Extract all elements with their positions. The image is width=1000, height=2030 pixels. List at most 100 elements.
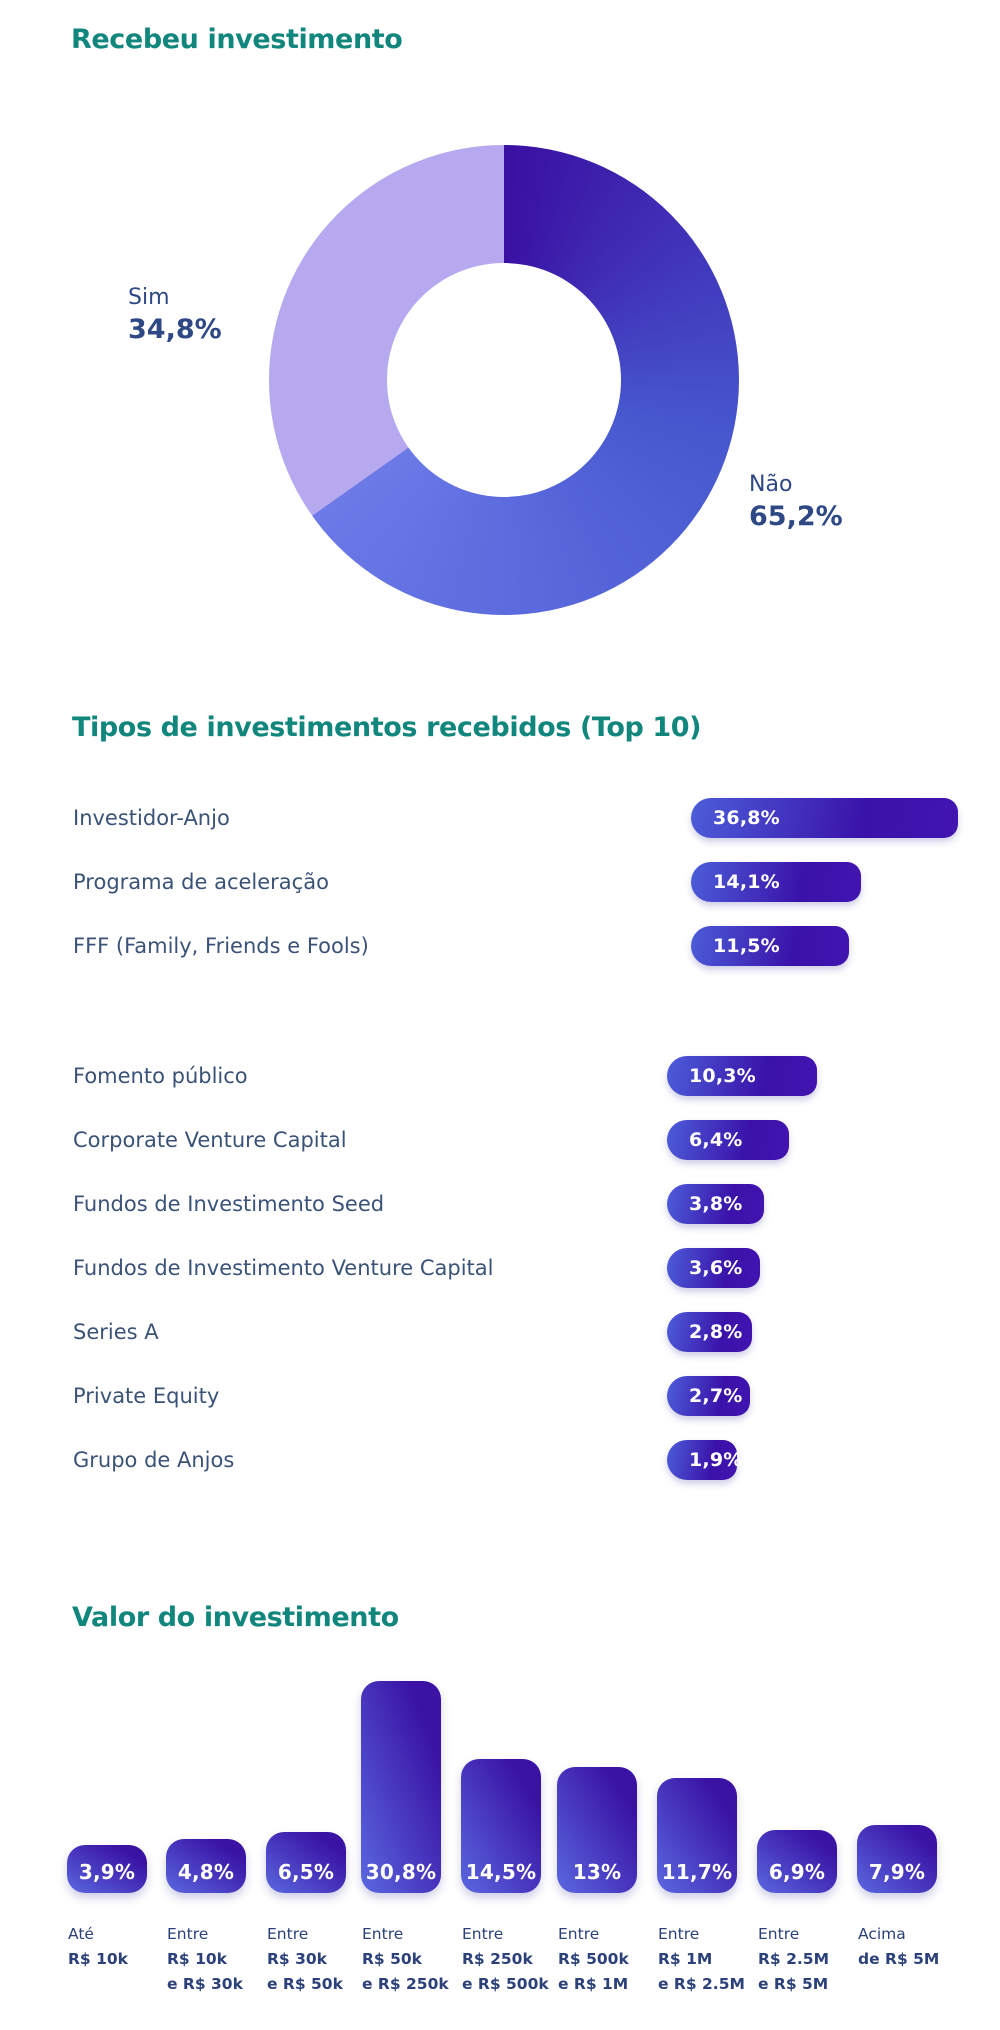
bar-row-label: Grupo de Anjos	[73, 1448, 235, 1472]
bar-row: Series A 2,8%	[0, 1312, 1000, 1352]
bar-value-label: 3,8%	[689, 1193, 743, 1215]
column-value-label: 4,8%	[177, 1860, 235, 1884]
bar-row: FFF (Family, Friends e Fools) 11,5%	[0, 926, 1000, 966]
axis-label-line: e R$ 30k	[167, 1975, 243, 1993]
section-title-valor-investimento: Valor do investimento	[72, 1602, 399, 1633]
axis-category-label: Entre R$ 500k e R$ 1M	[558, 1922, 658, 1997]
donut-slice-label-sim: Sim	[128, 285, 170, 310]
axis-category-label: Entre R$ 30k e R$ 50k	[267, 1922, 367, 1997]
axis-label-line: Entre	[462, 1925, 504, 1943]
axis-label-line: R$ 10k	[68, 1950, 128, 1968]
axis-category-label: Até R$ 10k	[68, 1922, 168, 1972]
axis-label-line: R$ 250k	[462, 1950, 533, 1968]
bar-value-label: 6,4%	[689, 1129, 743, 1151]
axis-category-label: Entre R$ 50k e R$ 250k	[362, 1922, 462, 1997]
axis-label-line: e R$ 500k	[462, 1975, 549, 1993]
axis-label-line: Acima	[858, 1925, 906, 1943]
axis-label-line: Entre	[658, 1925, 700, 1943]
bar-row-label: Series A	[73, 1320, 159, 1344]
axis-label-line: e R$ 250k	[362, 1975, 449, 1993]
column-bar: 11,7%	[657, 1778, 737, 1893]
column-value-label: 14,5%	[465, 1860, 537, 1884]
bar-value-label: 11,5%	[713, 935, 780, 957]
bar-row-label: FFF (Family, Friends e Fools)	[73, 934, 369, 958]
column-bar: 7,9%	[857, 1825, 937, 1893]
bar-row-label: Private Equity	[73, 1384, 220, 1408]
bar-pill: 2,8%	[667, 1312, 752, 1352]
column-value-label: 6,9%	[768, 1860, 826, 1884]
column-value-label: 11,7%	[661, 1860, 733, 1884]
axis-label-line: Entre	[167, 1925, 209, 1943]
axis-category-label: Entre R$ 1M e R$ 2.5M	[658, 1922, 758, 1997]
bar-value-label: 2,7%	[689, 1385, 743, 1407]
axis-label-line: de R$ 5M	[858, 1950, 940, 1968]
bar-pill: 1,9%	[667, 1440, 742, 1480]
donut-callout-nao: Não 65,2%	[749, 470, 843, 534]
bar-value-label: 2,8%	[689, 1321, 743, 1343]
bar-pill: 2,7%	[667, 1376, 750, 1416]
axis-label-line: Entre	[558, 1925, 600, 1943]
axis-category-label: Acima de R$ 5M	[858, 1922, 958, 1972]
bar-row: Fundos de Investimento Venture Capital 3,…	[0, 1248, 1000, 1288]
bar-row: Private Equity 2,7%	[0, 1376, 1000, 1416]
column-bar: 4,8%	[166, 1839, 246, 1893]
donut-hole	[387, 263, 621, 497]
bar-value-label: 3,6%	[689, 1257, 743, 1279]
column-bar: 6,9%	[757, 1830, 837, 1893]
bar-row-label: Investidor-Anjo	[73, 806, 230, 830]
column-value-label: 6,5%	[277, 1860, 335, 1884]
axis-label-line: e R$ 5M	[758, 1975, 829, 1993]
donut-callout-sim: Sim 34,8%	[128, 283, 222, 347]
column-bar: 30,8%	[361, 1681, 441, 1893]
bar-row: Programa de aceleração 14,1%	[0, 862, 1000, 902]
axis-label-line: e R$ 1M	[558, 1975, 629, 1993]
bar-pill: 3,6%	[667, 1248, 760, 1288]
bar-row: Grupo de Anjos 1,9%	[0, 1440, 1000, 1480]
axis-label-line: R$ 30k	[267, 1950, 327, 1968]
column-value-label: 3,9%	[78, 1860, 136, 1884]
axis-label-line: e R$ 2.5M	[658, 1975, 745, 1993]
axis-label-line: R$ 50k	[362, 1950, 422, 1968]
column-value-label: 7,9%	[868, 1860, 926, 1884]
axis-label-line: R$ 500k	[558, 1950, 629, 1968]
bar-row: Fundos de Investimento Seed 3,8%	[0, 1184, 1000, 1224]
bar-value-label: 36,8%	[713, 807, 780, 829]
column-bar: 14,5%	[461, 1759, 541, 1893]
axis-label-line: R$ 2.5M	[758, 1950, 829, 1968]
donut-slice-value-sim: 34,8%	[128, 314, 222, 345]
bar-value-label: 10,3%	[689, 1065, 756, 1087]
donut-chart	[269, 145, 739, 615]
axis-label-line: R$ 1M	[658, 1950, 713, 1968]
column-bar: 13%	[557, 1767, 637, 1893]
bar-row: Corporate Venture Capital 6,4%	[0, 1120, 1000, 1160]
donut-slice-label-nao: Não	[749, 472, 793, 497]
axis-category-label: Entre R$ 10k e R$ 30k	[167, 1922, 267, 1997]
column-bar: 6,5%	[266, 1832, 346, 1893]
bar-pill: 6,4%	[667, 1120, 789, 1160]
hbar-group-rest: Fomento público 10,3% Corporate Venture Ca…	[0, 1056, 1000, 1504]
section-title-recebeu-investimento: Recebeu investimento	[71, 24, 403, 55]
axis-label-line: Entre	[758, 1925, 800, 1943]
axis-category-label: Entre R$ 250k e R$ 500k	[462, 1922, 562, 1997]
bar-row: Fomento público 10,3%	[0, 1056, 1000, 1096]
bar-pill: 11,5%	[691, 926, 849, 966]
axis-label-line: e R$ 50k	[267, 1975, 343, 1993]
axis-category-label: Entre R$ 2.5M e R$ 5M	[758, 1922, 858, 1997]
hbar-group-top3: Investidor-Anjo 36,8% Programa de aceleraç…	[0, 798, 1000, 990]
bar-row-label: Fundos de Investimento Seed	[73, 1192, 385, 1216]
axis-label-line: Entre	[267, 1925, 309, 1943]
section-title-tipos-investimentos: Tipos de investimentos recebidos (Top 10…	[72, 712, 702, 743]
bar-row-label: Programa de aceleração	[73, 870, 329, 894]
bar-row-label: Fomento público	[73, 1064, 248, 1088]
axis-label-line: Entre	[362, 1925, 404, 1943]
donut-slice-value-nao: 65,2%	[749, 501, 843, 532]
bar-pill: 3,8%	[667, 1184, 764, 1224]
axis-label-line: R$ 10k	[167, 1950, 227, 1968]
column-value-label: 30,8%	[365, 1860, 437, 1884]
bar-value-label: 14,1%	[713, 871, 780, 893]
bar-pill: 14,1%	[691, 862, 861, 902]
bar-row: Investidor-Anjo 36,8%	[0, 798, 1000, 838]
bar-row-label: Fundos de Investimento Venture Capital	[73, 1256, 494, 1280]
